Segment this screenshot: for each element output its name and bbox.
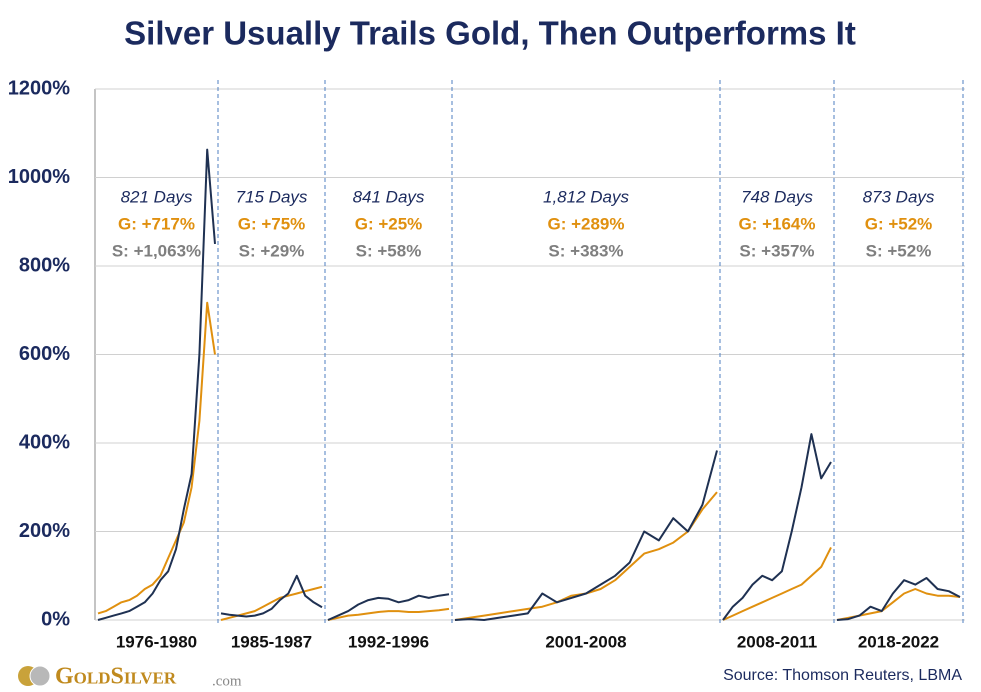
brand-logo: GoldSilver .com <box>18 664 242 690</box>
brand: GoldSilver <box>55 664 177 690</box>
brand-suffix: .com <box>212 673 242 689</box>
y-tick-label: 1200% <box>8 77 70 99</box>
period-days: 1,812 Days <box>543 187 629 206</box>
period-days: 821 Days <box>121 187 193 206</box>
gold-line <box>327 607 450 621</box>
silver-gain: S: +1,063% <box>112 241 201 260</box>
logo-coin <box>29 665 51 687</box>
gold-line <box>722 546 832 621</box>
y-tick-label: 600% <box>19 343 70 365</box>
period-label: 1985-1987 <box>231 632 312 651</box>
silver-line <box>722 433 832 621</box>
period-days: 841 Days <box>353 187 425 206</box>
silver-line <box>836 577 961 621</box>
silver-gain: S: +58% <box>356 241 422 260</box>
gold-line <box>836 588 961 621</box>
chart-title: Silver Usually Trails Gold, Then Outperf… <box>124 15 856 52</box>
gold-gain: G: +75% <box>238 214 306 233</box>
silver-gain: S: +29% <box>239 241 305 260</box>
period-label: 1992-1996 <box>348 632 429 651</box>
source: Source: Thomson Reuters, LBMA <box>723 667 962 684</box>
gold-gain: G: +164% <box>738 214 815 233</box>
silver-gain: S: +383% <box>548 241 623 260</box>
silver-gain: S: +357% <box>739 241 814 260</box>
y-tick-label: 200% <box>19 520 70 542</box>
y-tick-label: 1000% <box>8 166 70 188</box>
period-days: 715 Days <box>236 187 308 206</box>
y-tick-label: 400% <box>19 431 70 453</box>
period-label: 2018-2022 <box>858 632 939 651</box>
gold-gain: G: +52% <box>865 214 933 233</box>
silver-line <box>220 574 323 618</box>
gold-line <box>97 301 216 615</box>
period-days: 873 Days <box>863 187 935 206</box>
gold-line <box>454 491 718 621</box>
y-tick-label: 0% <box>41 608 70 630</box>
gold-gain: G: +717% <box>118 214 195 233</box>
period-label: 1976-1980 <box>116 632 197 651</box>
silver-line <box>327 593 450 621</box>
y-tick-label: 800% <box>19 254 70 276</box>
silver-line <box>454 450 718 621</box>
silver-line <box>97 148 216 621</box>
silver-gain: S: +52% <box>866 241 932 260</box>
period-label: 2001-2008 <box>545 632 626 651</box>
gold-gain: G: +25% <box>355 214 423 233</box>
period-days: 748 Days <box>741 187 813 206</box>
gold-gain: G: +289% <box>547 214 624 233</box>
period-label: 2008-2011 <box>737 632 817 651</box>
